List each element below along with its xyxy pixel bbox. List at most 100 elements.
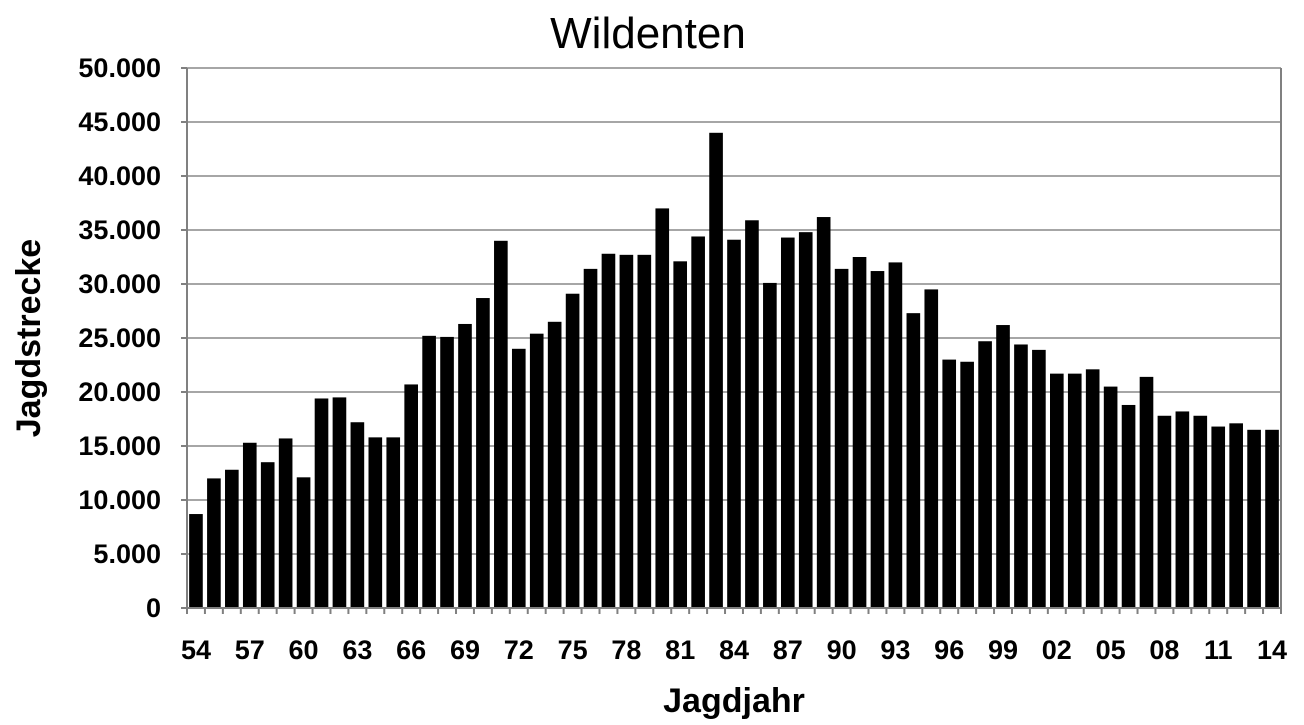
bar-06 bbox=[1121, 404, 1136, 608]
x-tick-label: 90 bbox=[827, 635, 857, 665]
bar-05 bbox=[1103, 386, 1118, 608]
bar-79 bbox=[637, 254, 652, 608]
bar-95 bbox=[924, 289, 939, 608]
bar-72 bbox=[511, 348, 526, 608]
bar-82 bbox=[691, 236, 705, 609]
bar-01 bbox=[1032, 349, 1046, 608]
bar-57 bbox=[242, 442, 257, 608]
bar-00 bbox=[1014, 344, 1028, 608]
x-tick-label: 69 bbox=[450, 635, 480, 665]
bar-60 bbox=[296, 477, 311, 608]
bar-09 bbox=[1175, 411, 1190, 608]
x-tick-label: 63 bbox=[342, 635, 372, 665]
x-tick-label: 60 bbox=[289, 635, 319, 665]
bar-59 bbox=[278, 438, 293, 608]
bar-84 bbox=[727, 239, 741, 608]
bar-08 bbox=[1157, 415, 1172, 608]
x-tick-label: 93 bbox=[880, 635, 910, 665]
x-tick-label: 57 bbox=[235, 635, 265, 665]
bar-56 bbox=[225, 469, 239, 608]
x-tick-label: 96 bbox=[934, 635, 964, 665]
bar-12 bbox=[1229, 423, 1243, 608]
bar-87 bbox=[780, 237, 795, 608]
bar-78 bbox=[619, 254, 634, 608]
bar-97 bbox=[960, 361, 974, 608]
bar-93 bbox=[888, 262, 903, 608]
x-tick-label: 14 bbox=[1257, 635, 1287, 665]
bar-86 bbox=[763, 282, 777, 608]
bar-96 bbox=[942, 359, 957, 608]
bar-67 bbox=[422, 335, 436, 608]
x-tick-labels: 54 57 60 63 66 69 72 75 78 81 84 87 90 93 96 99 02 05 08 11… bbox=[181, 608, 1287, 665]
bar-03 bbox=[1067, 373, 1082, 608]
bar-74 bbox=[547, 321, 562, 608]
y-tick-labels: 0 5.000 10.000 15.000 20.000 25.000 30.000 35.0… bbox=[78, 53, 187, 623]
bar-02 bbox=[1050, 373, 1064, 608]
bar-54 bbox=[189, 514, 203, 608]
y-tick-label: 30.000 bbox=[78, 269, 161, 299]
bar-88 bbox=[798, 232, 813, 608]
bar-92 bbox=[870, 271, 885, 608]
bar-77 bbox=[601, 253, 616, 608]
bar-99 bbox=[996, 325, 1010, 608]
bar-10 bbox=[1193, 415, 1208, 608]
x-tick-label: 02 bbox=[1042, 635, 1072, 665]
bar-81 bbox=[673, 261, 688, 608]
bar-98 bbox=[978, 341, 992, 608]
bar-76 bbox=[583, 268, 598, 608]
bar-83 bbox=[709, 132, 723, 609]
bar-66 bbox=[404, 384, 418, 608]
bar-55 bbox=[207, 478, 221, 608]
chart-title: Wildenten bbox=[550, 9, 746, 58]
bar-58 bbox=[260, 462, 275, 608]
bar-68 bbox=[440, 336, 454, 608]
bar-07 bbox=[1139, 376, 1154, 608]
bar-89 bbox=[816, 217, 831, 609]
x-tick-label: 72 bbox=[504, 635, 534, 665]
bars bbox=[189, 132, 1279, 609]
bar-64 bbox=[368, 437, 383, 608]
x-tick-label: 78 bbox=[611, 635, 641, 665]
bar-04 bbox=[1085, 369, 1100, 608]
bar-14 bbox=[1265, 429, 1279, 608]
bar-13 bbox=[1247, 429, 1261, 608]
bar-73 bbox=[529, 333, 544, 608]
bar-65 bbox=[386, 437, 401, 608]
x-tick-label: 05 bbox=[1096, 635, 1126, 665]
x-tick-label: 66 bbox=[396, 635, 426, 665]
bar-69 bbox=[458, 323, 472, 608]
bar-61 bbox=[314, 398, 329, 608]
bar-94 bbox=[906, 313, 921, 608]
x-tick-label: 87 bbox=[773, 635, 803, 665]
y-tick-label: 10.000 bbox=[78, 485, 161, 515]
y-tick-label: 20.000 bbox=[78, 377, 161, 407]
x-tick-label: 54 bbox=[181, 635, 211, 665]
x-axis-label: Jagdjahr bbox=[663, 682, 805, 720]
x-tick-label: 84 bbox=[719, 635, 749, 665]
x-tick-label: 08 bbox=[1149, 635, 1179, 665]
x-tick-label: 81 bbox=[665, 635, 695, 665]
y-tick-label: 5.000 bbox=[93, 539, 161, 569]
y-tick-label: 0 bbox=[146, 593, 161, 623]
y-tick-label: 25.000 bbox=[78, 323, 161, 353]
x-tick-label: 75 bbox=[558, 635, 588, 665]
bar-62 bbox=[332, 397, 347, 608]
y-tick-label: 15.000 bbox=[78, 431, 161, 461]
bar-91 bbox=[852, 257, 867, 608]
bar-80 bbox=[655, 208, 670, 608]
bar-70 bbox=[476, 298, 490, 608]
bar-85 bbox=[745, 220, 759, 608]
y-tick-label: 45.000 bbox=[78, 107, 161, 137]
y-tick-label: 40.000 bbox=[78, 161, 161, 191]
y-tick-label: 35.000 bbox=[78, 215, 161, 245]
bar-11 bbox=[1211, 426, 1226, 608]
bar-63 bbox=[350, 422, 365, 608]
bar-71 bbox=[494, 240, 508, 609]
bar-90 bbox=[834, 268, 849, 608]
y-axis-label: Jagdstrecke bbox=[10, 239, 48, 437]
y-tick-label: 50.000 bbox=[78, 53, 161, 83]
x-tick-label: 99 bbox=[988, 635, 1018, 665]
x-tick-label: 11 bbox=[1204, 635, 1233, 665]
bar-75 bbox=[565, 293, 580, 608]
